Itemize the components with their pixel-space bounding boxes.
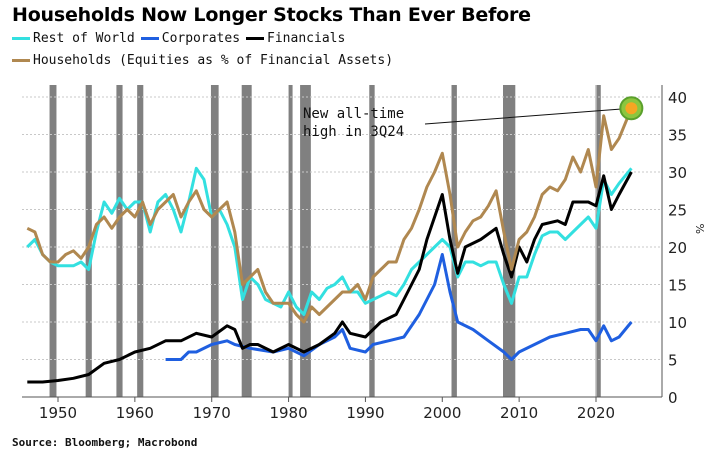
legend-label: Corporates [161, 31, 241, 46]
source-note: Source: Bloomberg; Macrobond [12, 436, 198, 449]
legend-financials: Financials [246, 31, 345, 46]
legend-label: Households (Equities as % of Financial A… [33, 53, 394, 68]
legend-swatch [12, 59, 30, 62]
y-tick-label: 35 [668, 127, 687, 145]
highlight-dot [625, 102, 638, 115]
y-tick-label: 15 [668, 277, 687, 295]
series-line-households-equities-as-of-financial-assets [26, 107, 633, 324]
recession-band [85, 85, 92, 397]
recession-band [241, 85, 252, 397]
series-line-financials [27, 171, 633, 384]
x-tick-label: 1970 [193, 404, 231, 422]
y-tick-label: 0 [668, 389, 678, 407]
legend-label: Financials [267, 31, 346, 46]
y-tick-label: 25 [668, 202, 687, 220]
recession-band [503, 85, 516, 397]
annotation-leader-line [424, 107, 632, 125]
legend-rest-of-world: Rest of World [12, 31, 135, 46]
legend-row-2: Households (Equities as % of Financial A… [12, 53, 393, 68]
legend-label: Rest of World [33, 31, 135, 46]
x-tick-label: 2000 [423, 404, 461, 422]
recession-band [116, 85, 123, 397]
recession-bands [49, 85, 601, 397]
y-tick-label: 20 [668, 239, 687, 257]
x-tick-label: 1960 [116, 404, 154, 422]
x-tick-label: 2010 [500, 404, 538, 422]
y-axis-unit: % [694, 224, 707, 234]
recession-band [49, 85, 57, 397]
annotation-line-2: high in 3Q24 [303, 124, 404, 140]
y-tick-label: 40 [668, 89, 687, 107]
recession-band [288, 85, 293, 397]
annotation: New all-time high in 3Q24 [303, 96, 644, 140]
gridlines [22, 96, 662, 360]
recession-band [137, 85, 144, 397]
series-lines [26, 107, 633, 384]
x-tick-label: 1950 [39, 404, 77, 422]
legend-households: Households (Equities as % of Financial A… [12, 53, 393, 68]
x-tick-label: 2020 [577, 404, 615, 422]
recession-band [210, 85, 219, 397]
y-tick-label: 5 [668, 352, 678, 370]
y-tick-label: 30 [668, 164, 687, 182]
y-tick-label: 10 [668, 314, 687, 332]
x-tick-label: 1980 [269, 404, 307, 422]
legend-swatch [140, 37, 159, 40]
recession-band [369, 85, 375, 397]
recession-band [596, 85, 601, 397]
chart-title: Households Now Longer Stocks Than Ever B… [12, 4, 531, 26]
legend-swatch [12, 37, 30, 40]
legend-swatch [246, 37, 265, 40]
legend-corporates: Corporates [140, 31, 241, 46]
annotation-line-1: New all-time [303, 106, 404, 122]
recession-band [300, 85, 311, 397]
recession-band [451, 85, 457, 397]
legend-row-1: Rest of World Corporates Financials [12, 31, 345, 46]
axes: 0 5 10 15 20 25 30 35 40 1950 1960 1970 1980 1990 2000… [22, 85, 687, 422]
x-tick-label: 1990 [346, 404, 384, 422]
